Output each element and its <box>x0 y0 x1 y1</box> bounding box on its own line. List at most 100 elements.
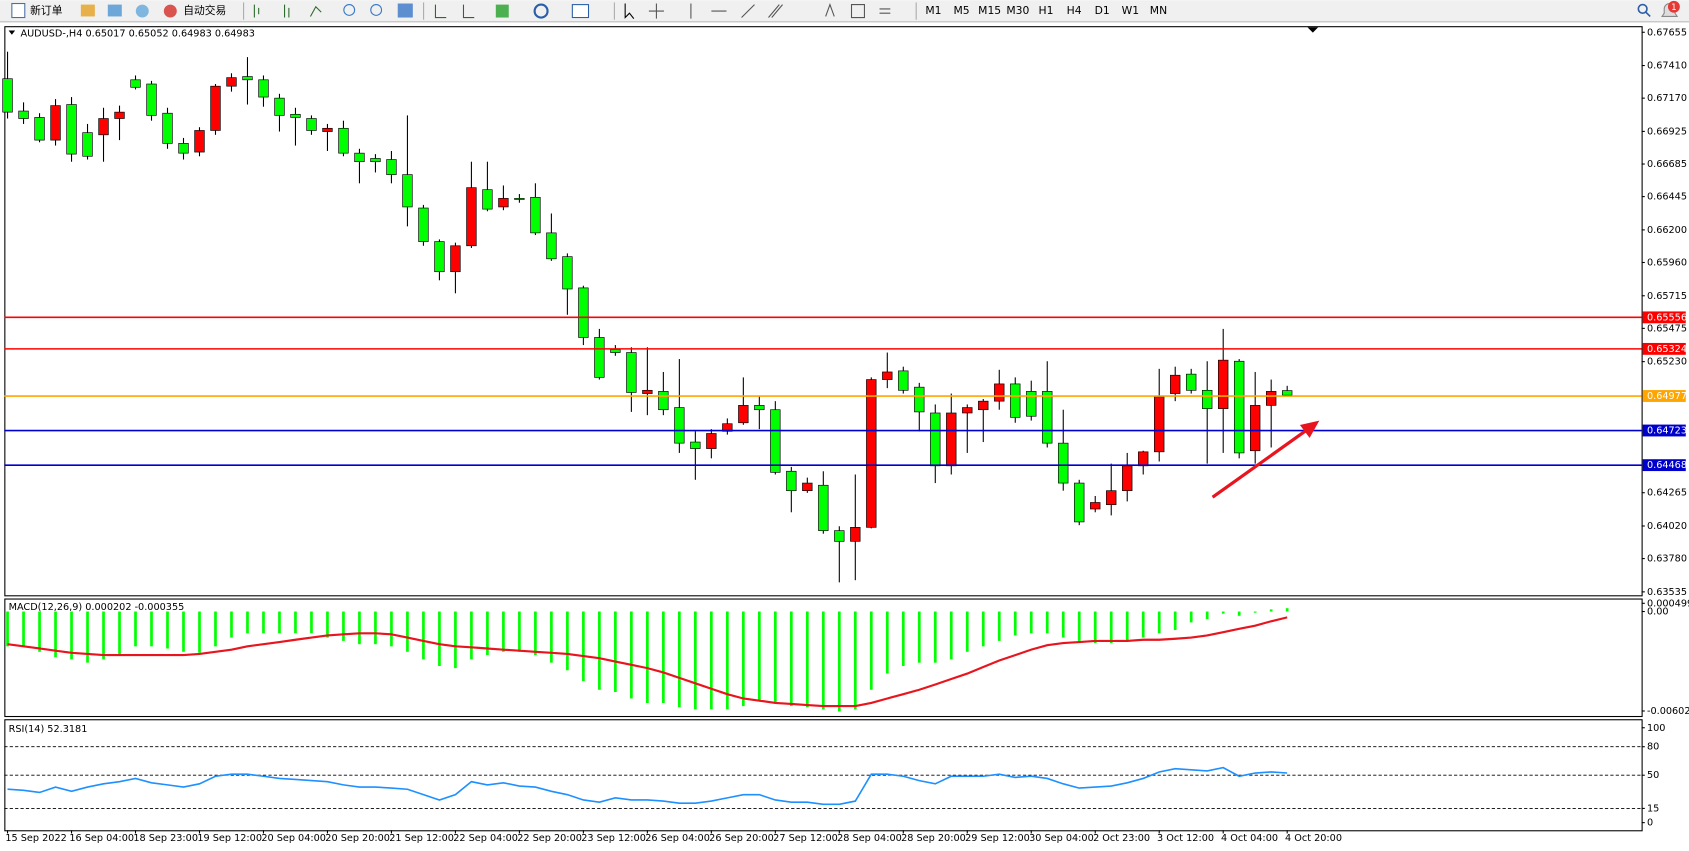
candle-body <box>722 423 733 432</box>
candle-body <box>514 198 525 200</box>
candle-body <box>546 232 557 260</box>
timeframe-button[interactable]: M30 <box>1006 4 1029 17</box>
icon-button[interactable] <box>370 4 383 16</box>
y-tick-label: 0.66200 <box>1647 225 1687 236</box>
candle-body <box>1122 465 1133 492</box>
candle-body <box>290 113 301 118</box>
y-tick-label: 0.65230 <box>1647 357 1687 368</box>
notifications-button[interactable]: 1 <box>1661 0 1680 17</box>
candle-body <box>194 130 205 153</box>
candle-body <box>642 389 653 394</box>
candle-body <box>322 127 333 132</box>
price-level-tag <box>1642 390 1686 402</box>
timeframe-button[interactable]: D1 <box>1095 4 1110 17</box>
toolbar: 新订单 自动交易 M1 M5 M15 M30 H1 H4 D1 W1 MN 1 <box>0 0 1689 23</box>
y-tick-label: 0.63780 <box>1647 554 1687 565</box>
candle-body <box>162 112 173 144</box>
candle-body <box>754 405 765 411</box>
x-tick-label: 16 Sep 04:00 <box>69 833 134 844</box>
icon-button[interactable] <box>343 4 356 16</box>
timeframe-button[interactable]: H1 <box>1038 4 1053 17</box>
candle-body <box>690 441 701 449</box>
auto-trading-button[interactable]: 自动交易 <box>163 4 226 18</box>
candle-body <box>930 412 941 467</box>
candle-body <box>562 256 573 290</box>
title-marker <box>8 30 16 35</box>
icon-button[interactable] <box>135 4 149 18</box>
x-tick-label: 28 Sep 20:00 <box>901 833 966 844</box>
candle-body <box>434 241 445 273</box>
candle-body <box>866 379 877 528</box>
icon-button[interactable] <box>434 4 475 19</box>
candle-body <box>466 187 477 247</box>
candle-body <box>1250 405 1261 452</box>
price-level-label: 0.64977 <box>1647 391 1687 402</box>
candle-body <box>882 371 893 380</box>
candle-body <box>1010 383 1021 418</box>
price-level-label: 0.64723 <box>1647 426 1687 437</box>
candle-body <box>818 484 829 531</box>
x-tick-label: 18 Sep 23:00 <box>133 833 198 844</box>
candle-body <box>50 105 61 141</box>
candle-body <box>242 76 253 81</box>
plot-layer: 0.67655 0.67410 0.67170 0.66925 0.66685 0.664… <box>2 27 1689 844</box>
candle-body <box>402 174 413 208</box>
candle-body <box>1170 374 1181 394</box>
timeframe-button[interactable]: M1 <box>925 4 941 17</box>
icon-button[interactable] <box>253 4 322 18</box>
search-button[interactable] <box>1637 3 1648 15</box>
candle-body <box>738 405 749 424</box>
candle-body <box>2 78 13 113</box>
search-button-handle <box>1645 11 1651 18</box>
badge-count: 1 <box>1671 3 1676 13</box>
icon-button[interactable] <box>495 4 509 18</box>
timeframe-button[interactable]: H4 <box>1067 4 1082 17</box>
candle-body <box>898 370 909 391</box>
candle-body <box>674 407 685 444</box>
y-tick-label: 0.65475 <box>1647 323 1687 334</box>
icon-button[interactable] <box>571 4 590 19</box>
icon-button[interactable] <box>107 4 122 17</box>
timeframe-bar: M1 M5 M15 M30 H1 H4 D1 W1 MN <box>925 4 1167 17</box>
x-tick-label: 27 Sep 12:00 <box>773 833 838 844</box>
candle-body <box>274 97 285 116</box>
x-tick-label: 15 Sep 2022 <box>5 833 66 844</box>
price-level-tag <box>1642 459 1686 472</box>
button-label: 自动交易 <box>183 4 226 17</box>
price-level-label: 0.65324 <box>1647 344 1687 355</box>
chart-shift-marker <box>1307 27 1319 33</box>
icon-button[interactable] <box>80 4 95 17</box>
x-tick-label: 20 Sep 20:00 <box>325 833 390 844</box>
x-tick-label: 4 Oct 20:00 <box>1285 833 1342 844</box>
x-tick-label: 19 Sep 12:00 <box>197 833 262 844</box>
candle-body <box>1282 390 1293 396</box>
candle-body <box>498 198 509 208</box>
y-tick-label: -0.006028 <box>1647 706 1689 717</box>
timeframe-button[interactable]: MN <box>1150 4 1167 17</box>
icon-button[interactable] <box>533 3 549 19</box>
x-tick-label: 22 Sep 20:00 <box>517 833 582 844</box>
price-level-tag <box>1642 424 1686 437</box>
candle-body <box>482 189 493 210</box>
y-tick-label: 100 <box>1647 723 1666 734</box>
timeframe-button[interactable]: M5 <box>953 4 969 17</box>
candle-body <box>594 337 605 378</box>
toolbar-bg <box>0 0 1689 22</box>
drawing-tools[interactable] <box>825 3 891 19</box>
candle-body <box>226 77 237 87</box>
macd-signal <box>7 616 1288 708</box>
new-order-button[interactable]: 新订单 <box>11 2 63 19</box>
drawing-tools[interactable] <box>648 3 783 19</box>
timeframe-button[interactable]: W1 <box>1122 4 1140 17</box>
candle-body <box>770 409 781 473</box>
candle-body <box>354 152 365 163</box>
icon-button[interactable] <box>624 3 635 19</box>
candle-body <box>1154 396 1165 453</box>
candle-body <box>370 158 381 163</box>
x-tick-label: 4 Oct 04:00 <box>1221 833 1278 844</box>
icon-button[interactable] <box>397 3 413 18</box>
timeframe-button[interactable]: M15 <box>978 4 1001 17</box>
y-tick-label: 0.63535 <box>1647 587 1687 598</box>
